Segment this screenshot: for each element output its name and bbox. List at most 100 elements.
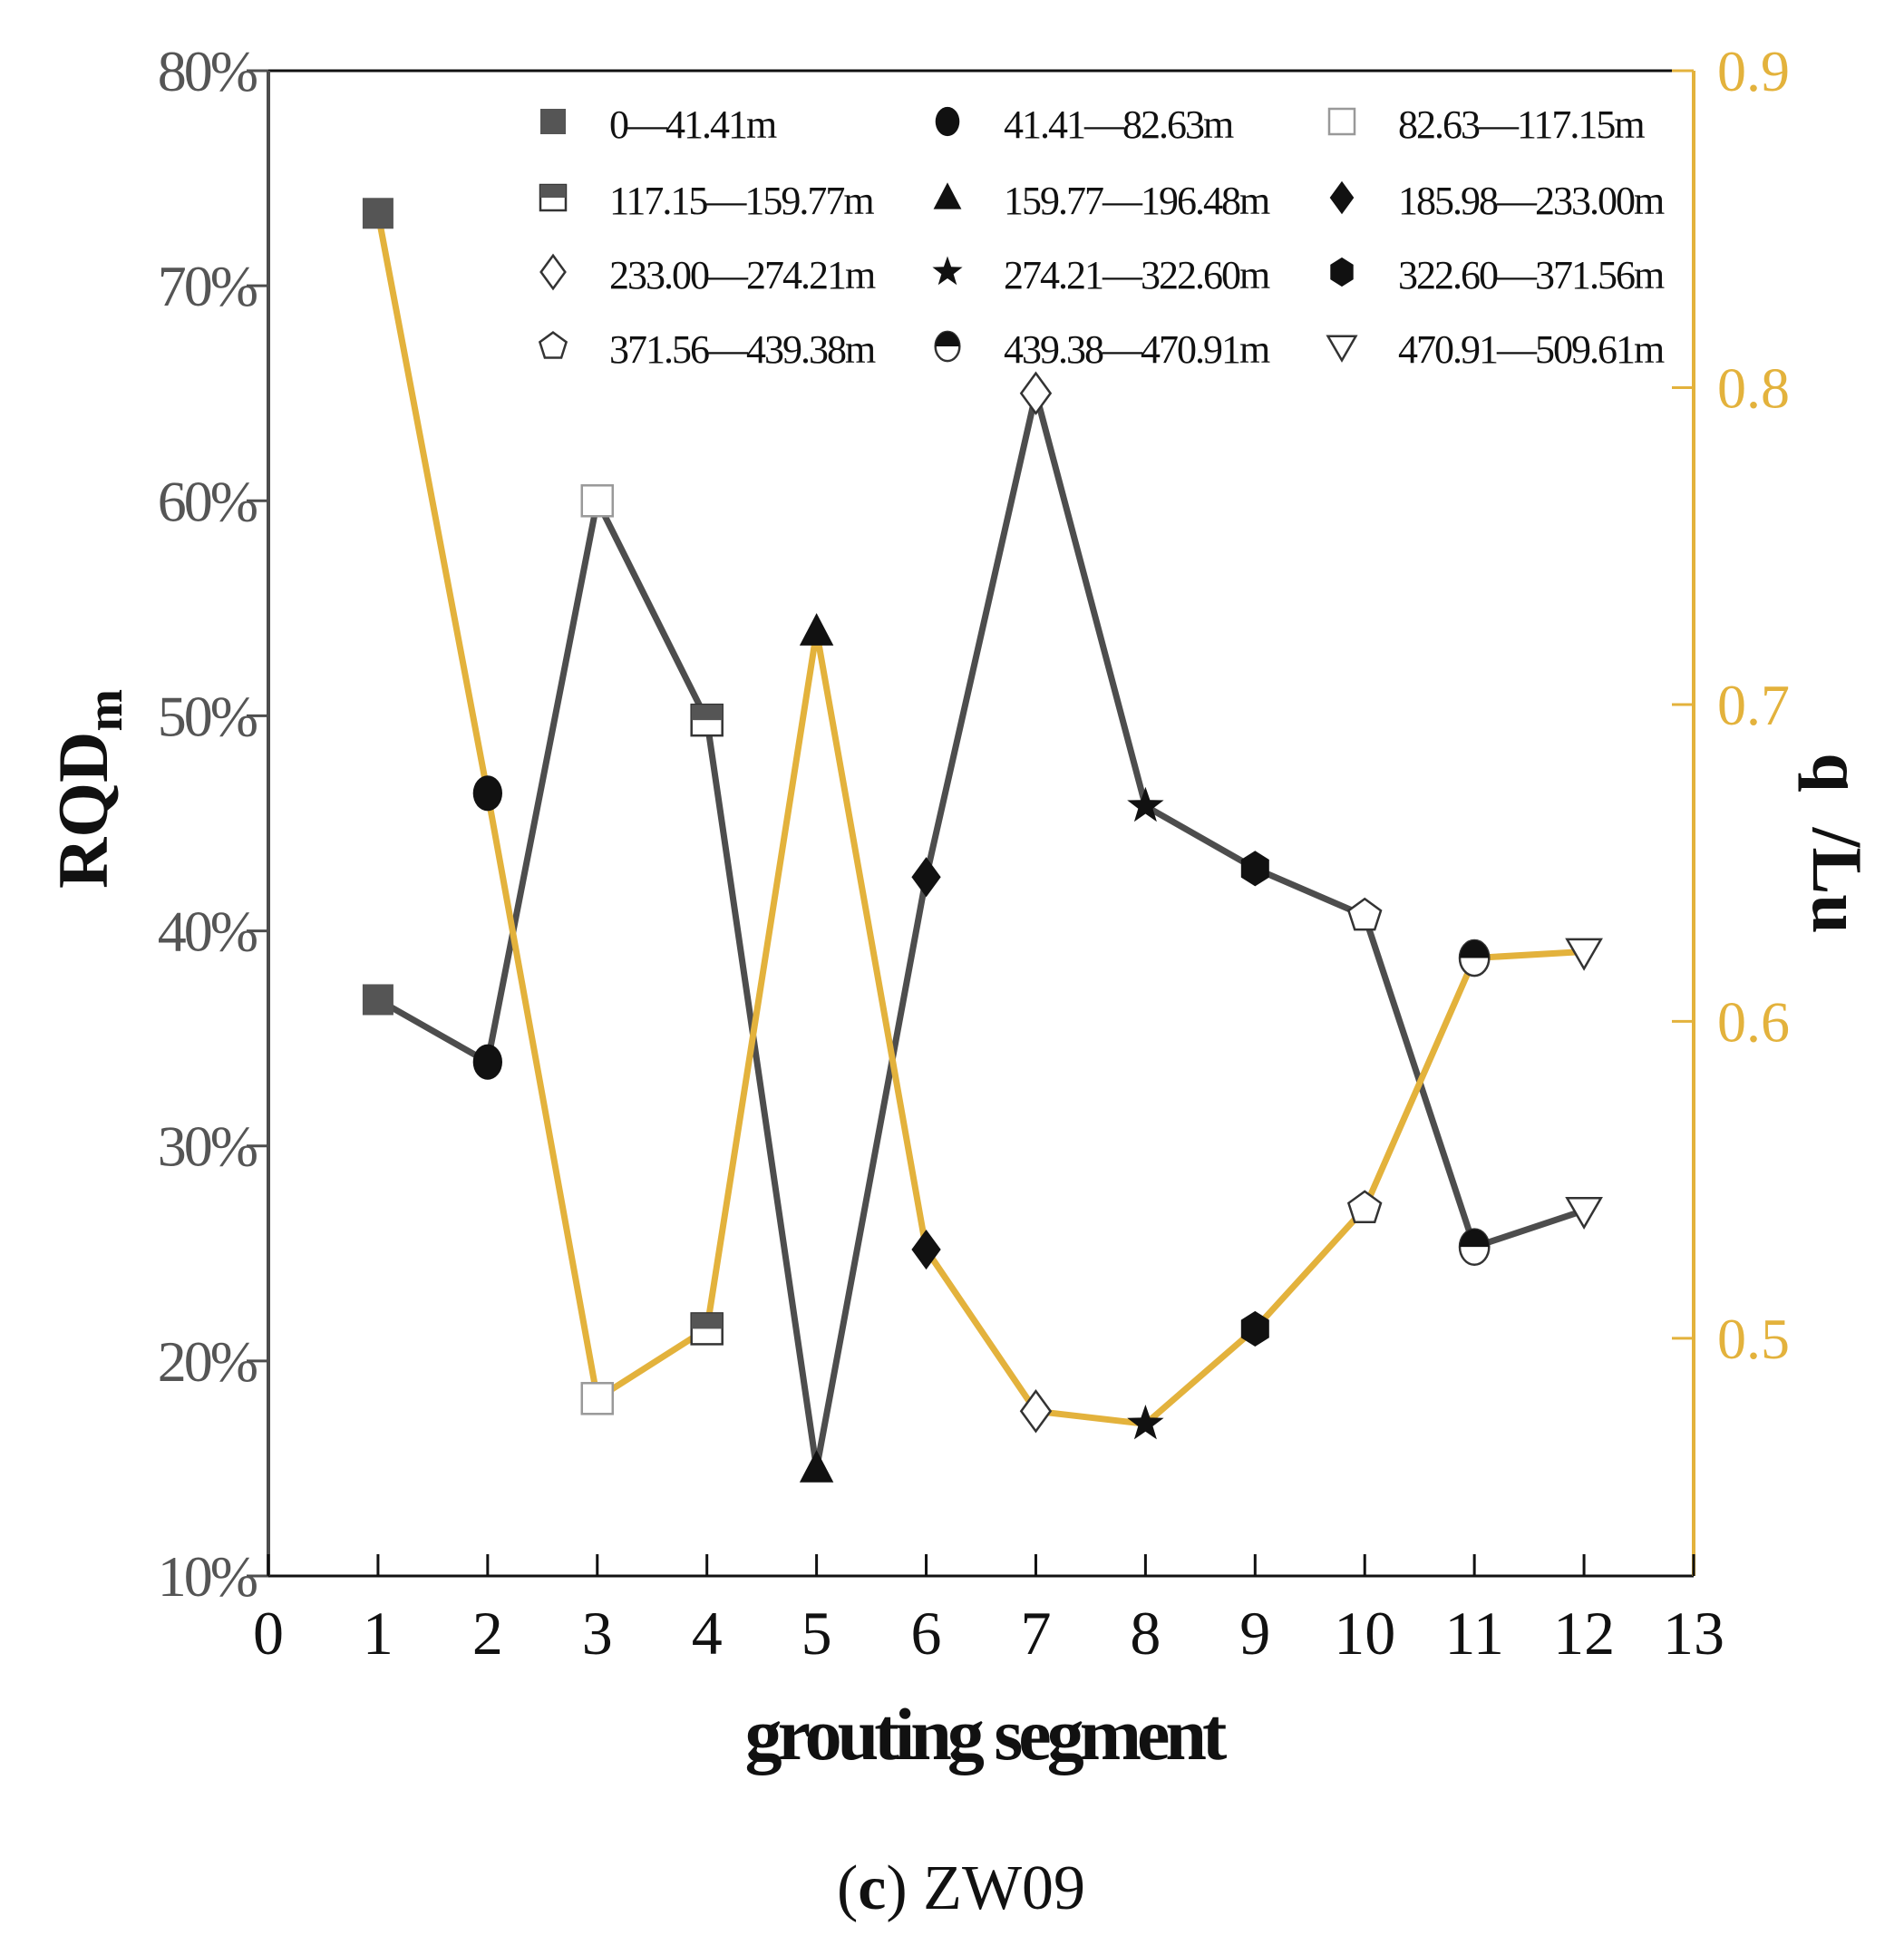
marker-shape — [911, 857, 941, 898]
rqd-point-8 — [1127, 786, 1164, 822]
left-tick-label: 20% — [158, 1329, 257, 1394]
marker-shape — [933, 182, 962, 209]
series-q — [362, 198, 1603, 1440]
marker-shape — [1346, 897, 1383, 931]
marker-shape — [932, 256, 963, 286]
x-tick-label: 0 — [253, 1599, 284, 1668]
marker-shape — [1240, 851, 1269, 887]
legend-marker-circle — [935, 106, 960, 137]
rqd-point-6 — [911, 857, 941, 898]
rqd-point-2 — [472, 1044, 502, 1080]
q-point-6 — [911, 1229, 941, 1270]
marker-fill — [691, 1313, 723, 1329]
marker-shape — [1330, 257, 1354, 287]
marker-shape — [799, 613, 834, 646]
marker-shape — [1329, 180, 1355, 215]
legend-marker-hexagon — [1330, 257, 1354, 287]
marker-shape — [1327, 107, 1356, 136]
q-point-11 — [1458, 939, 1491, 978]
marker-shape — [1019, 1389, 1053, 1434]
legend-label: 233.00—274.21m — [609, 253, 876, 297]
marker-shape — [472, 1044, 502, 1080]
legend-marker-star — [932, 256, 963, 286]
x-tick-label: 13 — [1663, 1599, 1724, 1668]
marker-shape — [362, 198, 393, 229]
legend-label: 41.41—82.63m — [1004, 102, 1234, 147]
x-tick-label: 6 — [911, 1599, 942, 1668]
marker-shape — [539, 253, 567, 291]
x-axis-title: grouting segment — [745, 1693, 1227, 1775]
legend-label: 185.98—233.00m — [1398, 179, 1665, 223]
legend-label: 274.21—322.60m — [1004, 253, 1270, 297]
marker-shape — [799, 1450, 834, 1483]
legend-marker-triangle-down-open — [1326, 335, 1358, 363]
x-tick-label: 11 — [1444, 1599, 1503, 1668]
legend: 0—41.41m 41.41—82.63m 82.63—117.15m 117.15—… — [538, 102, 1666, 372]
left-tick-label: 40% — [158, 900, 257, 964]
legend-label: 0—41.41m — [609, 102, 777, 147]
rqd-point-1 — [362, 984, 393, 1016]
marker-shape — [472, 775, 502, 812]
left-tick-label: 30% — [158, 1114, 257, 1179]
q-point-7 — [1019, 1389, 1053, 1434]
rqd-point-12 — [1565, 1197, 1603, 1230]
marker-shape — [1019, 371, 1053, 415]
x-tick-label: 8 — [1130, 1599, 1161, 1668]
rqd-point-5 — [799, 1450, 834, 1483]
marker-fill — [1460, 1229, 1490, 1248]
legend-label: 371.56—439.38m — [609, 327, 876, 372]
series-rqd — [362, 371, 1603, 1483]
marker-shape — [538, 331, 568, 359]
legend-marker-square-half — [539, 183, 568, 212]
q-point-1 — [362, 198, 393, 229]
marker-shape — [580, 1382, 615, 1415]
x-tick-label: 12 — [1553, 1599, 1615, 1668]
left-tick-label: 70% — [158, 254, 257, 318]
x-tick-label: 2 — [472, 1599, 503, 1668]
marker-fill — [691, 705, 723, 721]
q-point-12 — [1565, 938, 1603, 971]
marker-fill — [1460, 940, 1490, 958]
marker-shape — [1346, 1190, 1383, 1223]
marker-shape — [1240, 1310, 1269, 1347]
marker-shape — [935, 106, 960, 137]
rqd-point-7 — [1019, 371, 1053, 415]
marker-shape — [1565, 1197, 1603, 1230]
y-axis-right-title: q /Lu — [1798, 753, 1877, 933]
marker-fill — [540, 185, 566, 198]
rqd-point-10 — [1346, 897, 1383, 931]
right-tick-label: 0.6 — [1717, 989, 1790, 1054]
marker-shape — [1326, 335, 1358, 363]
x-tick-label: 7 — [1020, 1599, 1051, 1668]
legend-marker-pentagon-open — [538, 331, 568, 359]
left-tick-label: 80% — [158, 39, 257, 103]
x-axis-ticks: 0 1 2 3 4 5 6 7 8 9 10 11 12 13 — [253, 1554, 1724, 1668]
marker-shape — [1127, 786, 1164, 822]
legend-marker-square-open — [1327, 107, 1356, 136]
marker-shape — [362, 984, 393, 1016]
figure-caption: (c) ZW09 — [837, 1853, 1085, 1923]
legend-label: 322.60—371.56m — [1398, 253, 1665, 297]
legend-marker-square — [540, 109, 566, 134]
q-point-2 — [472, 775, 502, 812]
y-axis-left-title: RQDm — [44, 689, 133, 889]
legend-label: 82.63—117.15m — [1398, 102, 1645, 147]
x-tick-label: 9 — [1239, 1599, 1270, 1668]
legend-label: 439.38—470.91m — [1004, 327, 1270, 372]
marker-shape — [1565, 938, 1603, 971]
caption-prefix: ( — [837, 1853, 858, 1923]
legend-label: 117.15—159.77m — [609, 179, 874, 223]
legend-marker-triangle — [933, 182, 962, 209]
plot-frame — [267, 69, 1695, 1578]
marker-shape — [911, 1229, 941, 1270]
left-tick-label: 50% — [158, 684, 257, 748]
marker-shape — [580, 484, 615, 518]
left-tick-label: 60% — [158, 469, 257, 533]
q-point-3 — [580, 1382, 615, 1415]
x-tick-label: 5 — [801, 1599, 832, 1668]
right-tick-label: 0.9 — [1717, 39, 1790, 103]
q-point-10 — [1346, 1190, 1383, 1223]
rqd-point-11 — [1458, 1228, 1491, 1266]
rqd-line — [376, 390, 1586, 1472]
